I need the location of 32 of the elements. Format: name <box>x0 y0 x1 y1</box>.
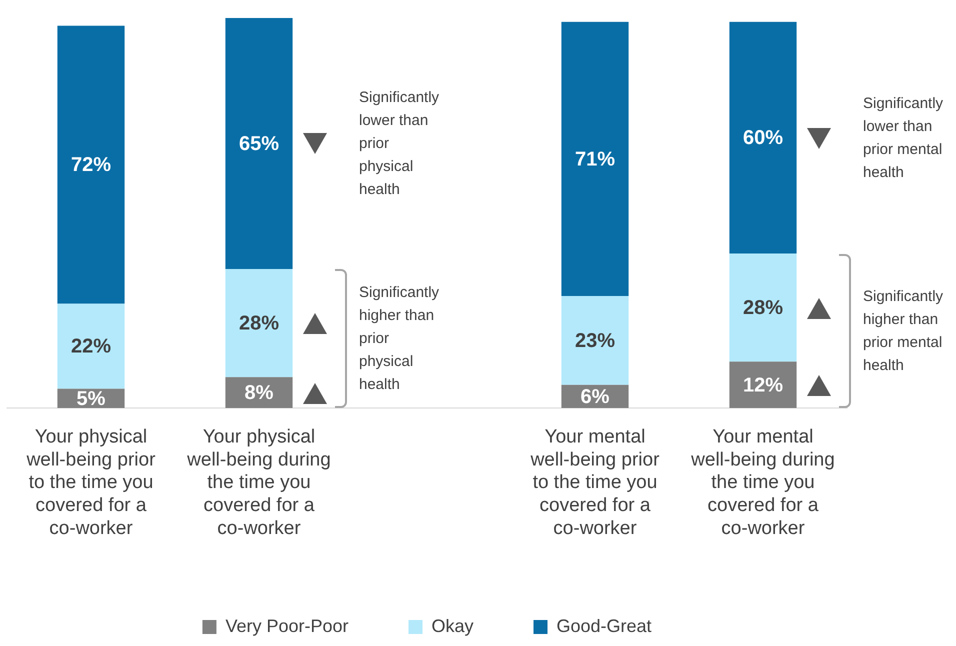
legend-label: Okay <box>432 616 474 636</box>
bar <box>57 26 125 304</box>
bar <box>729 362 797 408</box>
data-label: 5% <box>76 388 106 410</box>
text: Significantly higher than prior mental health <box>863 286 944 376</box>
data-label: 12% <box>742 374 784 396</box>
bar <box>225 18 293 269</box>
data-label: 28% <box>238 312 280 335</box>
x-tick-label: Your mental well-being during the time you covered for a co-worker <box>690 426 835 539</box>
data-label: 6% <box>580 386 610 408</box>
data-label: 22% <box>70 336 112 358</box>
bar <box>729 22 797 254</box>
data-label: 71% <box>574 148 616 170</box>
annotation: Significantly higher than prior physical health <box>359 282 440 395</box>
bar <box>225 268 293 378</box>
data-label: 28% <box>742 297 784 320</box>
legend-label: Good-Great <box>556 616 652 636</box>
bar <box>57 304 125 389</box>
data-label: 72% <box>70 154 112 176</box>
x-tick-label: Your physical well-being prior to the time you covered for a co-worker <box>26 426 156 539</box>
data-label: 23% <box>574 330 616 352</box>
text: Significantly lower than prior mental health <box>863 94 944 183</box>
data-label: 60% <box>742 127 784 150</box>
annotation: Significantly lower than prior physical health <box>359 88 440 200</box>
x-tick-label: Your mental well-being prior to the time you covered for a co-worker <box>530 426 660 539</box>
bar <box>561 22 629 296</box>
legend-label: Very Poor-Poor <box>225 616 349 636</box>
bar <box>729 254 797 362</box>
data-label: 65% <box>238 133 280 156</box>
data-label: 8% <box>244 382 274 404</box>
bar <box>561 296 629 385</box>
x-tick-label: Your physical well-being during the time you covered for a co-worker <box>186 426 331 539</box>
